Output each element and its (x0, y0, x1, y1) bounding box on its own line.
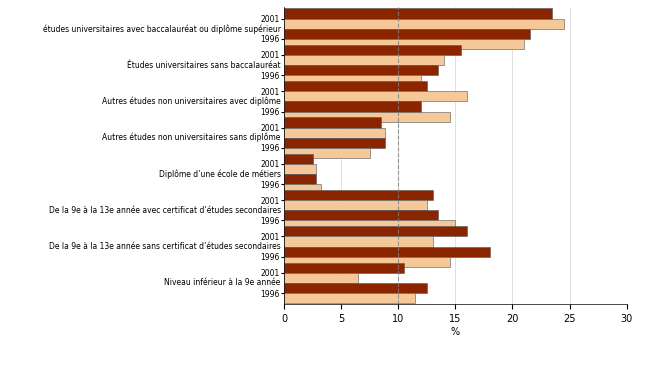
Bar (284, 154, 313, 164)
Bar (284, 81, 427, 91)
Text: Autres études non universitaires sans diplôme: Autres études non universitaires sans di… (103, 133, 281, 142)
Text: Autres études non universitaires avec diplôme: Autres études non universitaires avec di… (102, 96, 281, 106)
Bar (284, 75, 421, 85)
Text: Études universitaires sans baccalauréat: Études universitaires sans baccalauréat (127, 60, 281, 70)
Bar (284, 138, 384, 148)
Bar (284, 236, 433, 247)
Bar (284, 128, 384, 138)
Bar (284, 226, 467, 236)
Bar (284, 283, 427, 293)
Bar (284, 247, 490, 257)
Text: études universitaires avec baccalauréat ou diplôme supérieur: études universitaires avec baccalauréat … (43, 24, 281, 33)
Text: Niveau inférieur à la 9e année: Niveau inférieur à la 9e année (165, 278, 281, 288)
Bar (284, 184, 321, 194)
Text: De la 9e à la 13e année sans certificat d’études secondaires: De la 9e à la 13e année sans certificat … (49, 242, 281, 251)
Bar (284, 117, 381, 128)
Bar (284, 148, 370, 158)
Bar (284, 9, 552, 19)
Bar (284, 210, 439, 220)
Bar (284, 174, 316, 184)
Bar (284, 164, 316, 174)
Text: Diplôme d’une école de métiers: Diplôme d’une école de métiers (159, 169, 281, 179)
Bar (284, 39, 524, 49)
X-axis label: %: % (451, 327, 460, 337)
Bar (284, 55, 444, 65)
Bar (284, 19, 564, 29)
Text: De la 9e à la 13e année avec certificat d’études secondaires: De la 9e à la 13e année avec certificat … (48, 206, 281, 215)
Bar (284, 200, 427, 210)
Bar (284, 220, 455, 231)
Bar (284, 91, 467, 101)
Bar (284, 65, 439, 75)
Bar (284, 257, 450, 267)
Bar (284, 293, 415, 303)
Bar (284, 273, 359, 283)
Bar (284, 112, 450, 122)
Bar (284, 190, 433, 200)
Bar (284, 263, 404, 273)
Bar (284, 45, 461, 55)
Bar (284, 101, 421, 112)
Bar (284, 29, 530, 39)
